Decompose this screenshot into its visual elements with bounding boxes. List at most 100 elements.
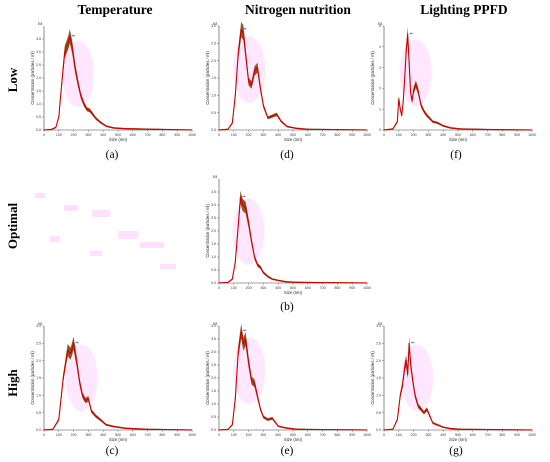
data-point <box>92 113 94 115</box>
x-tick-label: 200 <box>71 433 77 437</box>
x-tick-label: 500 <box>115 133 121 137</box>
artifact-blob <box>140 242 164 248</box>
artifact-group <box>35 193 176 269</box>
data-point <box>227 282 229 283</box>
data-point <box>415 83 417 85</box>
data-point <box>73 342 75 344</box>
axis-exponent-label: E8 <box>378 22 382 26</box>
data-point <box>402 100 404 102</box>
data-point <box>257 67 258 69</box>
peak-marker <box>242 195 246 198</box>
data-point <box>67 349 69 351</box>
data-point <box>231 122 233 124</box>
column-header-temperature: Temperature <box>77 2 153 17</box>
data-point <box>399 394 401 396</box>
x-tick-label: 700 <box>485 433 491 437</box>
x-tick-label: 200 <box>411 133 417 137</box>
peak-highlight <box>401 344 434 412</box>
data-point <box>259 87 261 89</box>
data-point <box>257 264 258 266</box>
data-point <box>254 256 255 258</box>
caption-e: (e) <box>280 445 294 457</box>
x-tick-label: 400 <box>275 133 281 137</box>
x-tick-label: 100 <box>231 286 237 290</box>
axis-exponent-label: E8 <box>38 22 42 26</box>
data-point <box>426 408 428 410</box>
artifact-blob <box>118 231 138 239</box>
x-axis-title: Size (nm) <box>449 437 468 442</box>
data-point <box>248 81 250 82</box>
y-tick-label: 2.0 <box>211 229 216 233</box>
data-point <box>432 422 434 424</box>
x-tick-label: 900 <box>349 286 355 290</box>
y-axis-title: Concentration (particles / ml) <box>370 351 375 405</box>
x-axis-title: Size (nm) <box>449 137 468 142</box>
x-tick-label: 500 <box>455 433 461 437</box>
y-tick-label: 1.0 <box>211 255 216 259</box>
y-axis-title: Concentration (particles / ml) <box>30 51 35 105</box>
x-tick-label: 400 <box>275 286 281 290</box>
data-point <box>80 95 82 97</box>
x-axis-title: Size (nm) <box>284 290 303 295</box>
y-tick-label: 1.5 <box>376 376 381 380</box>
data-point <box>86 108 88 110</box>
data-point <box>450 428 452 430</box>
data-point <box>432 121 434 123</box>
artifact-blob <box>64 205 78 211</box>
data-point <box>245 53 247 55</box>
x-tick-label: 300 <box>260 286 266 290</box>
x-tick-label: 400 <box>440 133 446 137</box>
data-point <box>61 82 63 84</box>
x-tick-label: 0 <box>383 433 385 437</box>
x-tick-label: 400 <box>100 133 106 137</box>
peak-marker <box>71 34 75 37</box>
data-point <box>295 127 297 129</box>
data-point <box>460 428 462 430</box>
data-point <box>105 125 107 127</box>
data-point <box>191 429 193 431</box>
y-tick-label: 0.0 <box>211 281 216 285</box>
y-tick-label: 3.0 <box>211 203 216 207</box>
data-point <box>280 120 282 122</box>
data-point <box>124 427 126 429</box>
x-tick-label: 400 <box>440 433 446 437</box>
data-point <box>271 417 273 419</box>
data-point <box>43 129 45 131</box>
x-tick-label: 500 <box>290 433 296 437</box>
data-point <box>147 428 149 430</box>
data-point <box>71 46 73 48</box>
data-point <box>410 92 412 94</box>
data-point <box>262 272 264 274</box>
data-point <box>248 222 250 224</box>
peak-highlight <box>233 36 266 103</box>
data-point <box>404 77 406 79</box>
x-tick-label: 1000 <box>188 433 196 437</box>
data-point <box>147 128 149 130</box>
data-point <box>413 90 415 91</box>
data-point <box>285 427 287 429</box>
data-point <box>407 33 409 35</box>
x-tick-label: 100 <box>56 133 62 137</box>
data-point <box>429 118 431 120</box>
x-tick-label: 300 <box>425 433 431 437</box>
x-tick-label: 800 <box>159 433 165 437</box>
x-tick-label: 800 <box>499 433 505 437</box>
data-point <box>113 426 115 427</box>
peak-highlight <box>61 40 94 108</box>
y-tick-label: 3.5 <box>36 37 41 41</box>
data-point <box>231 278 233 280</box>
data-point <box>240 29 242 30</box>
axis-exponent-label: E8 <box>213 322 217 326</box>
artifact-blob <box>92 210 110 217</box>
y-tick-label: 2.0 <box>211 59 216 63</box>
data-point <box>105 424 107 426</box>
chart-panel-d: E8 0.0 0.5 1.0 1.5 2.0 2.5 3.0 0 100 200 300 400 500 6… <box>205 21 371 142</box>
x-tick-label: 200 <box>246 433 252 437</box>
data-point <box>231 424 233 426</box>
y-tick-label: 2.5 <box>211 216 216 220</box>
data-point <box>404 367 406 369</box>
y-tick-label: 0 <box>379 128 381 132</box>
empty-panel-artifacts <box>35 193 176 269</box>
data-point <box>487 129 489 131</box>
caption-g: (g) <box>449 445 463 457</box>
